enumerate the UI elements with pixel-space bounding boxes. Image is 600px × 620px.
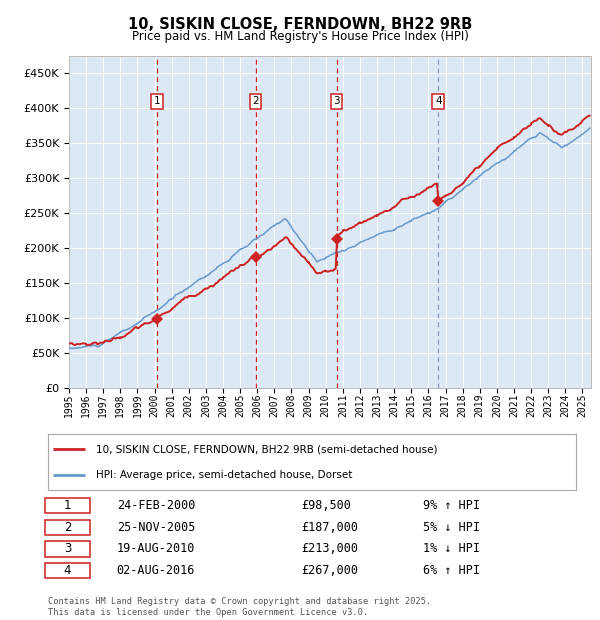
- Text: 10, SISKIN CLOSE, FERNDOWN, BH22 9RB: 10, SISKIN CLOSE, FERNDOWN, BH22 9RB: [128, 17, 472, 32]
- Text: £187,000: £187,000: [301, 521, 358, 534]
- Text: 19-AUG-2010: 19-AUG-2010: [116, 542, 195, 556]
- Text: HPI: Average price, semi-detached house, Dorset: HPI: Average price, semi-detached house,…: [95, 470, 352, 480]
- Text: 02-AUG-2016: 02-AUG-2016: [116, 564, 195, 577]
- Text: £98,500: £98,500: [301, 499, 352, 512]
- Text: 6% ↑ HPI: 6% ↑ HPI: [423, 564, 480, 577]
- FancyBboxPatch shape: [46, 520, 90, 535]
- FancyBboxPatch shape: [46, 498, 90, 513]
- Text: 9% ↑ HPI: 9% ↑ HPI: [423, 499, 480, 512]
- Text: 25-NOV-2005: 25-NOV-2005: [116, 521, 195, 534]
- Text: 4: 4: [64, 564, 71, 577]
- Text: 1: 1: [64, 499, 71, 512]
- Text: Contains HM Land Registry data © Crown copyright and database right 2025.
This d: Contains HM Land Registry data © Crown c…: [48, 598, 431, 617]
- Text: 1% ↓ HPI: 1% ↓ HPI: [423, 542, 480, 556]
- Text: 24-FEB-2000: 24-FEB-2000: [116, 499, 195, 512]
- Text: 2: 2: [252, 96, 259, 106]
- Text: 2: 2: [64, 521, 71, 534]
- Text: £213,000: £213,000: [301, 542, 358, 556]
- Text: Price paid vs. HM Land Registry's House Price Index (HPI): Price paid vs. HM Land Registry's House …: [131, 30, 469, 43]
- Text: 5% ↓ HPI: 5% ↓ HPI: [423, 521, 480, 534]
- FancyBboxPatch shape: [46, 563, 90, 578]
- FancyBboxPatch shape: [46, 541, 90, 557]
- Text: 3: 3: [64, 542, 71, 556]
- Text: £267,000: £267,000: [301, 564, 358, 577]
- Text: 1: 1: [154, 96, 160, 106]
- Text: 10, SISKIN CLOSE, FERNDOWN, BH22 9RB (semi-detached house): 10, SISKIN CLOSE, FERNDOWN, BH22 9RB (se…: [95, 444, 437, 454]
- Text: 3: 3: [333, 96, 340, 106]
- Text: 4: 4: [435, 96, 442, 106]
